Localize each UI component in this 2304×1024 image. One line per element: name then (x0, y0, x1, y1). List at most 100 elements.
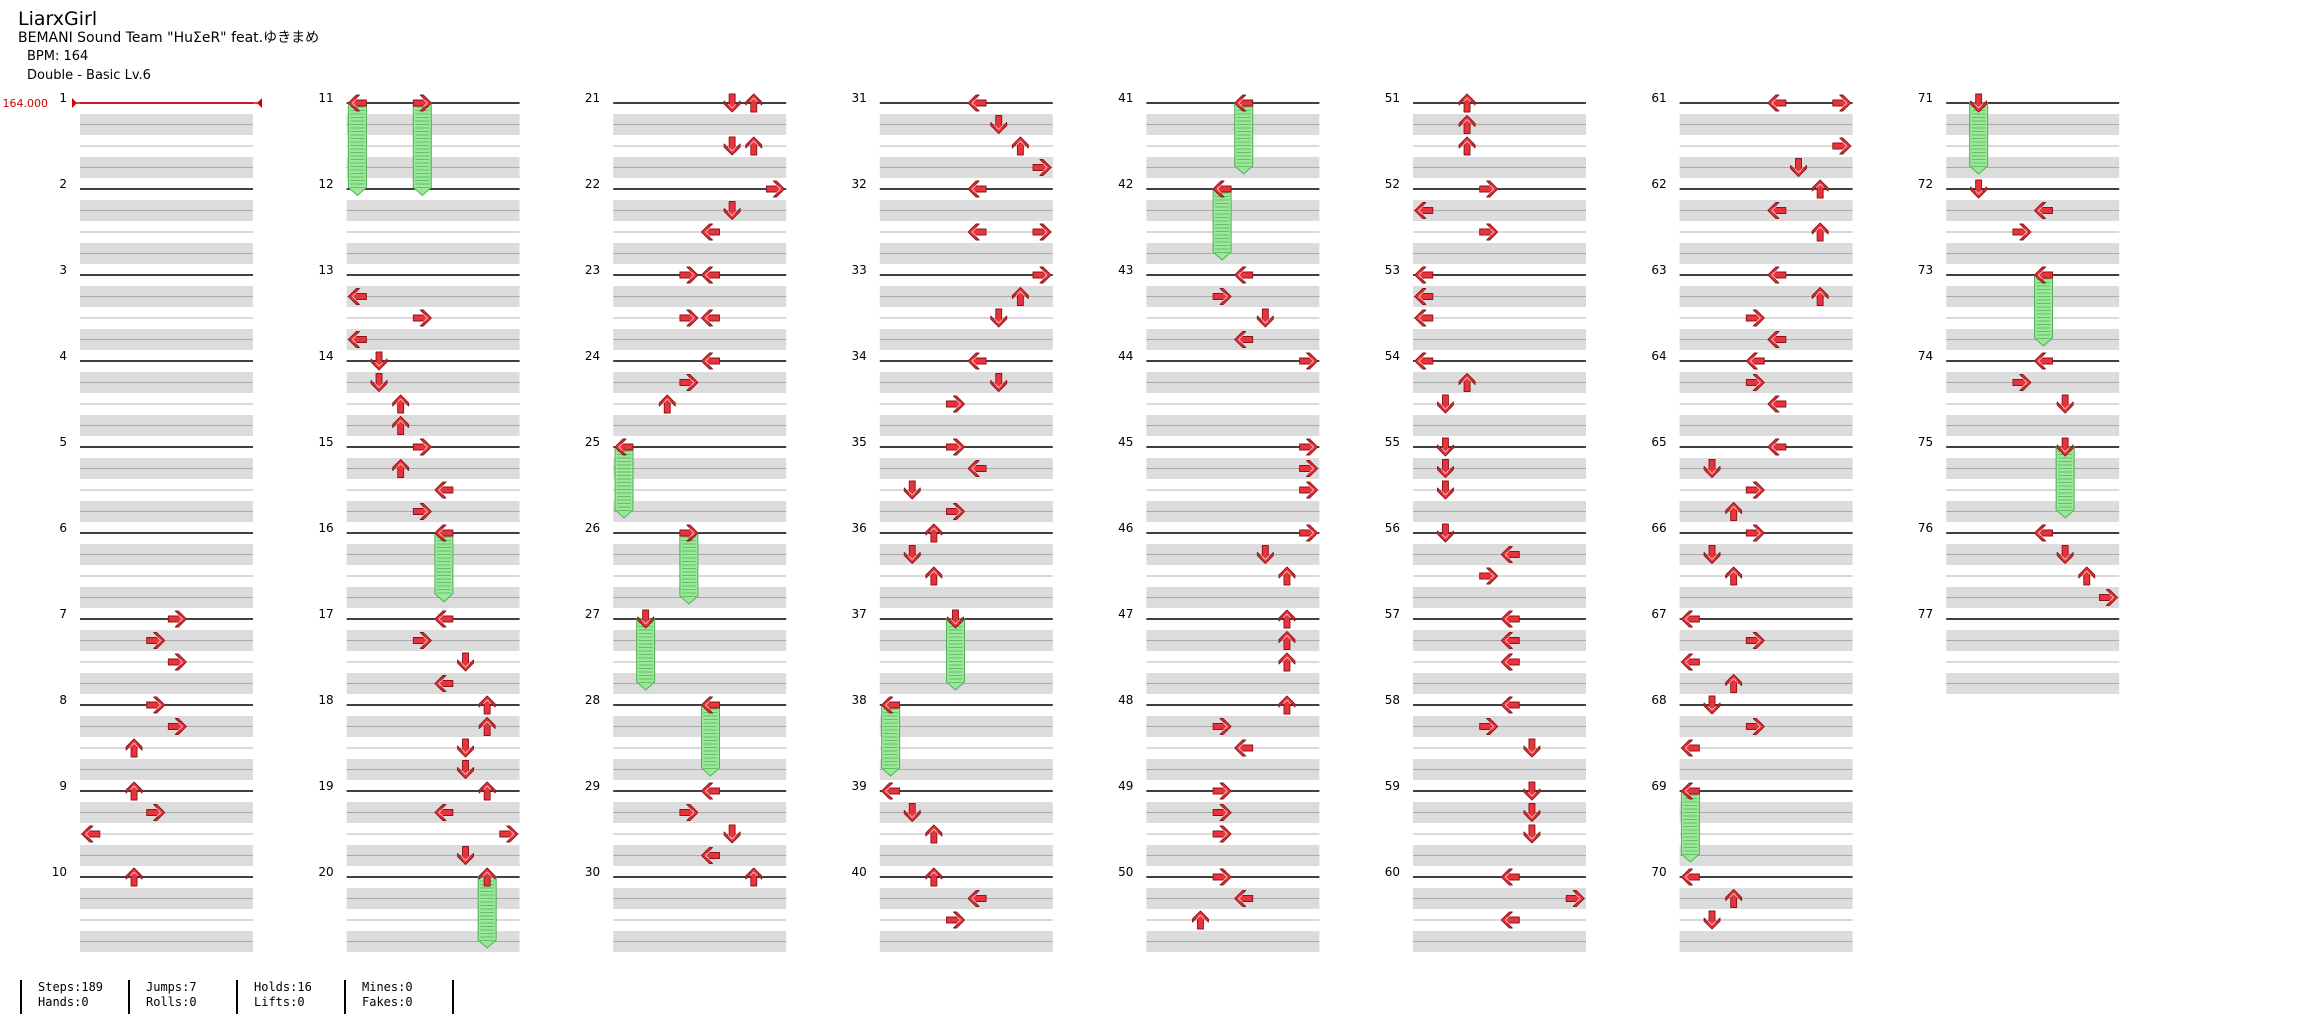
bpm-marker: 164.000 (3, 97, 262, 110)
arrow-up-icon (1811, 222, 1829, 242)
measure-column: 1 2 3 4 5 6 7 8 9 10 (52, 91, 253, 952)
measure-column: 71 72 73 74 75 76 77 (1918, 91, 2120, 694)
measure-number: 11 (318, 91, 333, 105)
arrow-left-icon (1680, 610, 1700, 628)
arrow-up-icon (1458, 115, 1476, 134)
arrow-down-icon (1703, 910, 1721, 930)
arrow-up-icon (1458, 136, 1476, 156)
song-header: LiarxGirl BEMANI Sound Team "HuΣeR" feat… (18, 8, 319, 85)
arrow-left-icon (1767, 331, 1787, 348)
arrow-down-icon (1436, 437, 1454, 457)
arrow-down-icon (1523, 738, 1541, 758)
measure-number: 3 (59, 263, 67, 277)
measure-number: 75 (1918, 435, 1933, 449)
measure-number: 19 (318, 779, 333, 793)
arrow-right-icon (167, 718, 187, 735)
arrow-right-icon (1745, 718, 1765, 735)
arrow-left-icon (967, 223, 987, 241)
hold-note (1969, 102, 1989, 175)
arrow-left-icon (1500, 653, 1520, 671)
arrow-left-icon (2034, 266, 2053, 284)
arrow-right-icon (499, 825, 519, 843)
arrow-left-icon (701, 847, 720, 864)
arrow-down-icon (457, 738, 474, 758)
arrow-down-icon (903, 803, 921, 822)
arrow-down-icon (1436, 480, 1454, 500)
arrow-up-icon (2078, 566, 2096, 586)
arrow-down-icon (1523, 781, 1541, 801)
arrow-down-icon (1703, 695, 1721, 715)
arrow-left-icon (1500, 868, 1520, 886)
arrow-right-icon (1745, 374, 1765, 391)
stat-group: Mines:0 Fakes:0 (344, 980, 413, 1014)
arrow-left-icon (1767, 395, 1787, 413)
measure-number: 2 (59, 177, 67, 191)
measure-number: 20 (318, 865, 333, 879)
measure-number: 53 (1385, 263, 1400, 277)
hold-note (1680, 790, 1700, 863)
measure-number: 61 (1651, 91, 1666, 105)
stat-value: Lifts:0 (254, 995, 305, 1009)
arrow-right-icon (1479, 567, 1499, 585)
arrow-down-icon (1523, 824, 1541, 844)
arrow-left-icon (1414, 352, 1434, 370)
arrow-left-icon (701, 266, 720, 284)
arrow-up-icon (478, 781, 496, 801)
arrow-left-icon (1500, 696, 1520, 714)
measure-number: 71 (1918, 91, 1933, 105)
arrow-left-icon (1414, 288, 1434, 305)
arrow-up-icon (392, 459, 410, 478)
measure-number: 15 (318, 435, 333, 449)
arrow-down-icon (1436, 459, 1454, 478)
arrow-left-icon (1500, 610, 1520, 628)
arrow-left-icon (2034, 352, 2053, 370)
arrow-left-icon (881, 696, 901, 714)
arrow-left-icon (1680, 653, 1700, 671)
arrow-right-icon (412, 438, 432, 456)
arrow-right-icon (146, 632, 166, 649)
arrow-down-icon (903, 545, 921, 564)
arrow-down-icon (457, 760, 474, 779)
bpm-marker-label: 164.000 (3, 97, 49, 110)
arrow-left-icon (434, 524, 454, 542)
measure-number: 72 (1918, 177, 1933, 191)
arrow-left-icon (1212, 180, 1232, 198)
measure-number: 18 (318, 693, 333, 707)
arrow-right-icon (679, 804, 699, 821)
arrow-right-icon (1299, 460, 1319, 477)
arrow-up-icon (1278, 695, 1296, 715)
measure-number: 58 (1385, 693, 1400, 707)
arrow-up-icon (1458, 373, 1476, 392)
arrow-right-icon (679, 374, 699, 391)
measure-number: 22 (585, 177, 600, 191)
arrow-left-icon (347, 94, 367, 112)
measure-number: 60 (1385, 865, 1400, 879)
arrow-right-icon (412, 503, 432, 520)
arrow-left-icon (1234, 94, 1254, 112)
arrow-left-icon (701, 309, 720, 327)
arrow-left-icon (347, 331, 367, 348)
arrow-right-icon (946, 503, 965, 520)
arrow-right-icon (679, 309, 699, 327)
arrow-left-icon (967, 352, 987, 370)
arrow-left-icon (1414, 309, 1434, 327)
arrow-right-icon (679, 266, 699, 284)
arrow-down-icon (903, 480, 921, 500)
arrow-right-icon (765, 180, 785, 198)
arrow-down-icon (990, 115, 1008, 134)
measure-number: 76 (1918, 521, 1933, 535)
arrow-left-icon (1767, 94, 1787, 112)
hold-note (477, 876, 497, 949)
measure-column: 51 52 53 54 55 56 57 58 59 60 (1385, 91, 1586, 952)
stat-group: Steps:189 Hands:0 (20, 980, 103, 1014)
arrow-down-icon (1256, 308, 1274, 328)
measure-number: 68 (1651, 693, 1666, 707)
measure-number: 13 (318, 263, 333, 277)
arrow-up-icon (1192, 910, 1209, 930)
measure-number: 35 (852, 435, 867, 449)
arrow-right-icon (1745, 632, 1765, 649)
arrow-left-icon (701, 782, 720, 800)
measure-number: 39 (852, 779, 867, 793)
hold-note (1234, 102, 1254, 175)
arrow-down-icon (1970, 93, 1988, 113)
